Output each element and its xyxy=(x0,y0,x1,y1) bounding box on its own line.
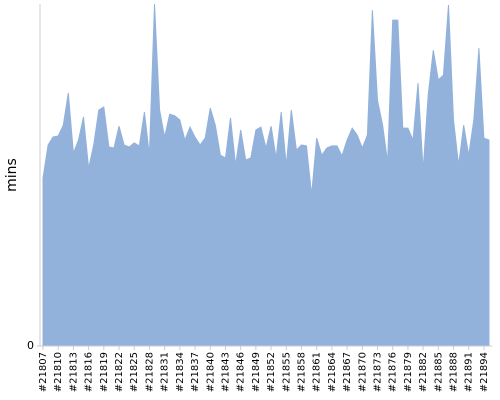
x-tick-label: #21864 xyxy=(327,352,338,392)
x-tick-label: #21822 xyxy=(114,352,125,392)
y-tick-label: 0 xyxy=(27,339,34,352)
x-tick-label: #21840 xyxy=(205,352,216,392)
x-tick-label: #21810 xyxy=(53,352,64,392)
x-tick-label: #21858 xyxy=(296,352,307,392)
x-tick-label: #21831 xyxy=(160,352,171,392)
x-tick-label: #21852 xyxy=(266,352,277,392)
x-tick-label: #21882 xyxy=(418,352,429,392)
x-tick-label: #21879 xyxy=(403,352,414,392)
x-tick-label: #21837 xyxy=(190,352,201,392)
x-tick-label: #21813 xyxy=(68,352,79,392)
x-tick-label: #21843 xyxy=(220,352,231,392)
x-tick-label: #21846 xyxy=(236,352,247,392)
x-tick-label: #21888 xyxy=(449,352,460,392)
x-tick-label: #21867 xyxy=(342,352,353,392)
x-tick-label: #21861 xyxy=(312,352,323,392)
y-axis-label: mins xyxy=(4,158,20,192)
x-tick-label: #21870 xyxy=(357,352,368,392)
x-tick-label: #21834 xyxy=(175,352,186,392)
x-tick-label: #21849 xyxy=(251,352,262,392)
x-tick-label: #21873 xyxy=(373,352,384,392)
x-tick-label: #21807 xyxy=(38,352,49,392)
x-tick-label: #21828 xyxy=(144,352,155,392)
x-tick-label: #21816 xyxy=(84,352,95,392)
x-tick-label: #21855 xyxy=(281,352,292,392)
x-tick-label: #21885 xyxy=(433,352,444,392)
x-tick-label: #21894 xyxy=(479,352,490,392)
x-tick-label: #21825 xyxy=(129,352,140,392)
x-tick-label: #21876 xyxy=(388,352,399,392)
x-tick-label: #21891 xyxy=(464,352,475,392)
area xyxy=(42,3,490,347)
x-tick-label: #21819 xyxy=(99,352,110,392)
